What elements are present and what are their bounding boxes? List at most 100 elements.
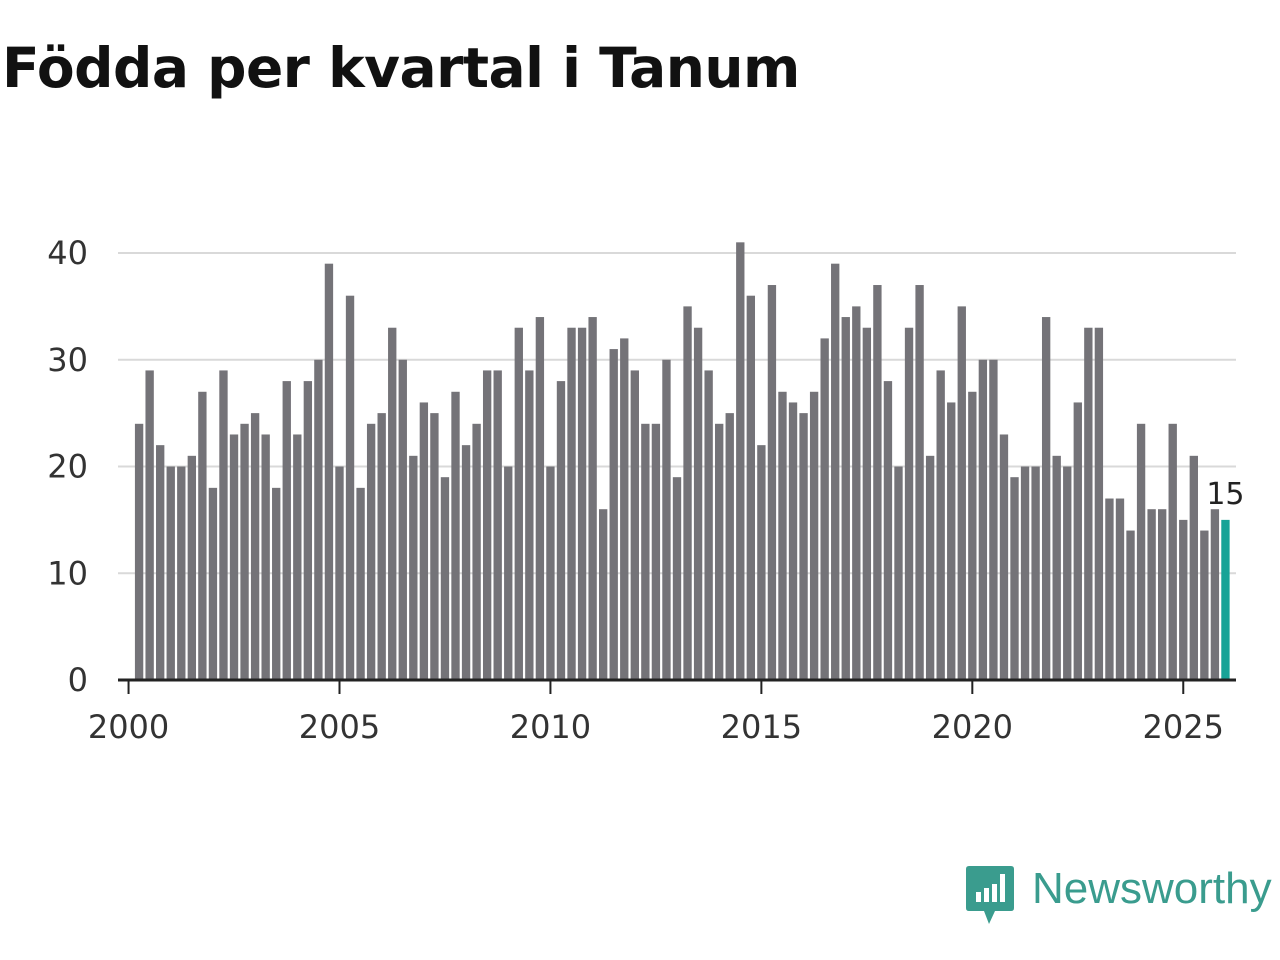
bar (1010, 477, 1019, 680)
bar (324, 263, 334, 680)
x-tick-label: 2010 (510, 708, 591, 746)
bar (166, 466, 175, 680)
bar (577, 327, 587, 680)
bar (1189, 455, 1198, 680)
bar (704, 370, 713, 680)
bar (862, 327, 872, 680)
bar (1168, 423, 1177, 680)
bar (240, 423, 249, 680)
bar (588, 317, 597, 680)
bar (1052, 455, 1061, 680)
bar (630, 370, 639, 680)
bar (377, 413, 386, 680)
y-tick-label: 40 (47, 234, 88, 272)
bar (672, 477, 682, 680)
chart-title: Födda per kvartal i Tanum (2, 36, 800, 100)
bar (778, 391, 787, 680)
bar (1179, 519, 1188, 680)
bar (198, 391, 207, 680)
bar (925, 455, 935, 680)
bar (873, 285, 882, 680)
bar (272, 487, 281, 680)
bar (1136, 423, 1146, 680)
bar (535, 317, 545, 680)
brand-name: Newsworthy (1032, 864, 1272, 913)
newsworthy-logo-icon (966, 866, 1014, 924)
bar (208, 487, 218, 680)
bar (1157, 509, 1167, 680)
bar (894, 466, 903, 680)
bar (957, 306, 966, 680)
bar (1200, 530, 1209, 680)
bar (1041, 317, 1051, 680)
bar (1094, 327, 1104, 680)
x-tick-label: 2025 (1143, 708, 1224, 746)
bar (177, 466, 186, 680)
x-tick-label: 2020 (932, 708, 1013, 746)
bar (134, 423, 144, 680)
bar (335, 466, 344, 680)
bar (187, 455, 197, 680)
tick-labels: 0 10 20 30 40 15 2000 2005 2010 2015 2020 2025 (47, 234, 1244, 746)
bar (472, 423, 481, 680)
x-tick-label: 2000 (88, 708, 169, 746)
bar (451, 391, 460, 680)
bar (767, 285, 777, 680)
bar (757, 445, 766, 680)
bar (820, 338, 829, 680)
bar (620, 338, 629, 680)
axes (118, 678, 1236, 694)
bar (156, 445, 165, 680)
bar (598, 509, 608, 680)
bars (134, 242, 1230, 680)
bar (1073, 402, 1082, 680)
bar (430, 413, 439, 680)
bar (852, 306, 861, 680)
bar (841, 317, 850, 680)
bar (968, 391, 977, 680)
x-tick-label: 2005 (299, 708, 380, 746)
bar (788, 402, 798, 680)
bar (482, 370, 492, 680)
bar (504, 466, 513, 680)
bar (736, 242, 745, 680)
y-tick-label: 10 (47, 554, 88, 592)
bar (303, 381, 313, 680)
bar (145, 370, 154, 680)
bar (229, 434, 239, 680)
bar (904, 327, 914, 680)
bar-value-label: 15 (1206, 477, 1244, 512)
bar (546, 466, 555, 680)
bar (978, 359, 988, 680)
bar (883, 381, 893, 680)
highlighted-bar (1221, 519, 1230, 680)
bar (1020, 466, 1030, 680)
bar (1031, 466, 1040, 680)
bar (219, 370, 228, 680)
bar (683, 306, 692, 680)
bar (461, 445, 471, 680)
bar (662, 359, 671, 680)
bar (693, 327, 703, 680)
y-tick-label: 30 (47, 341, 88, 379)
bar (1115, 498, 1125, 680)
bar (809, 391, 819, 680)
bar (388, 327, 397, 680)
bar (398, 359, 407, 680)
bar (651, 423, 661, 680)
bar (641, 423, 650, 680)
bar (282, 381, 291, 680)
bar (293, 434, 302, 680)
bar (799, 413, 808, 680)
bar (1147, 509, 1156, 680)
bar (366, 423, 376, 680)
bar (1105, 498, 1114, 680)
y-tick-label: 0 (68, 661, 88, 699)
bar (345, 295, 355, 680)
bar (440, 477, 450, 680)
bar (936, 370, 945, 680)
bar (419, 402, 429, 680)
y-tick-label: 20 (47, 448, 88, 486)
bar (556, 381, 566, 680)
